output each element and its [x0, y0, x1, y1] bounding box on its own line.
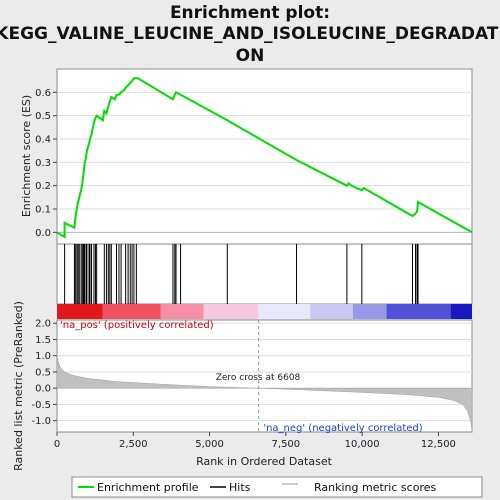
es-y-tick-label: 0.3	[35, 158, 51, 169]
colorbar-segment	[160, 304, 204, 319]
es-panel-gridlines	[57, 91, 472, 233]
metric-y-tick-label: -1.0	[31, 416, 51, 427]
legend-enrichment-label: Enrichment profile	[97, 481, 199, 494]
x-tick-label: 2,500	[119, 439, 148, 450]
chart-title-line-3: ON	[236, 46, 265, 66]
colorbar-segment	[258, 304, 311, 319]
metric-y-tick-label: -0.5	[31, 400, 51, 411]
colorbar-segment	[386, 304, 451, 319]
chart-title-line-2: KEGG_VALINE_LEUCINE_AND_ISOLEUCINE_DEGRA…	[0, 24, 500, 44]
x-axis-label: Rank in Ordered Dataset	[196, 455, 333, 468]
es-y-tick-label: 0.6	[35, 88, 51, 99]
metric-y-ticks: 2.0 1.5 1.0 0.5 0.0 -0.5 -1.0	[31, 319, 57, 427]
colorbar-segment	[310, 304, 353, 319]
metric-y-tick-label: 2.0	[35, 319, 51, 330]
es-y-tick-label: 0.4	[35, 135, 51, 146]
colorbar-segment	[352, 304, 387, 319]
metric-y-tick-label: 0.5	[35, 367, 51, 378]
x-tick-label: 10,000	[345, 439, 380, 450]
legend-metric-label: Ranking metric scores	[314, 481, 436, 494]
metric-panel-frame	[56, 319, 473, 433]
metric-y-tick-label: 1.0	[35, 351, 51, 362]
es-panel-frame	[56, 68, 473, 245]
x-tick-label: 5,000	[195, 439, 224, 450]
x-tick-label: 0	[54, 439, 60, 450]
es-y-tick-label: 0.5	[35, 111, 51, 122]
legend-hits-label: Hits	[229, 481, 251, 494]
ranking-metric-area	[56, 354, 473, 431]
es-y-tick-label: 0.2	[35, 181, 51, 192]
metric-x-ticks: 0 2,500 5,000 7,500 10,000 12,500	[54, 432, 456, 450]
hits-markers	[64, 244, 419, 304]
es-y-ticks: 0.0 0.1 0.2 0.3 0.4 0.5 0.6	[35, 88, 57, 239]
colorbar-segment	[450, 304, 472, 319]
enrichment-profile-line	[56, 77, 473, 239]
zero-cross-label: Zero cross at 6608	[216, 373, 301, 383]
es-y-tick-label: 0.0	[35, 228, 51, 239]
es-y-tick-label: 0.1	[35, 205, 51, 216]
es-y-axis-label: Enrichment score (ES)	[20, 95, 33, 217]
colorbar-segment	[203, 304, 259, 319]
colorbar-segment	[57, 304, 103, 319]
negative-correlation-label: 'na_neg' (negatively correlated)	[263, 423, 422, 434]
colorbar-segment	[102, 304, 161, 319]
metric-y-tick-label: 0.0	[35, 384, 51, 395]
ranking-colorbar	[57, 304, 472, 319]
metric-y-tick-label: 1.5	[35, 335, 51, 346]
x-tick-label: 12,500	[421, 439, 456, 450]
chart-title-line-1: Enrichment plot:	[170, 3, 330, 23]
x-tick-label: 7,500	[272, 439, 301, 450]
metric-y-axis-label: Ranked list metric (PreRanked)	[12, 301, 25, 471]
legend-box	[71, 476, 483, 498]
positive-correlation-label: 'na_pos' (positively correlated)	[60, 320, 214, 331]
